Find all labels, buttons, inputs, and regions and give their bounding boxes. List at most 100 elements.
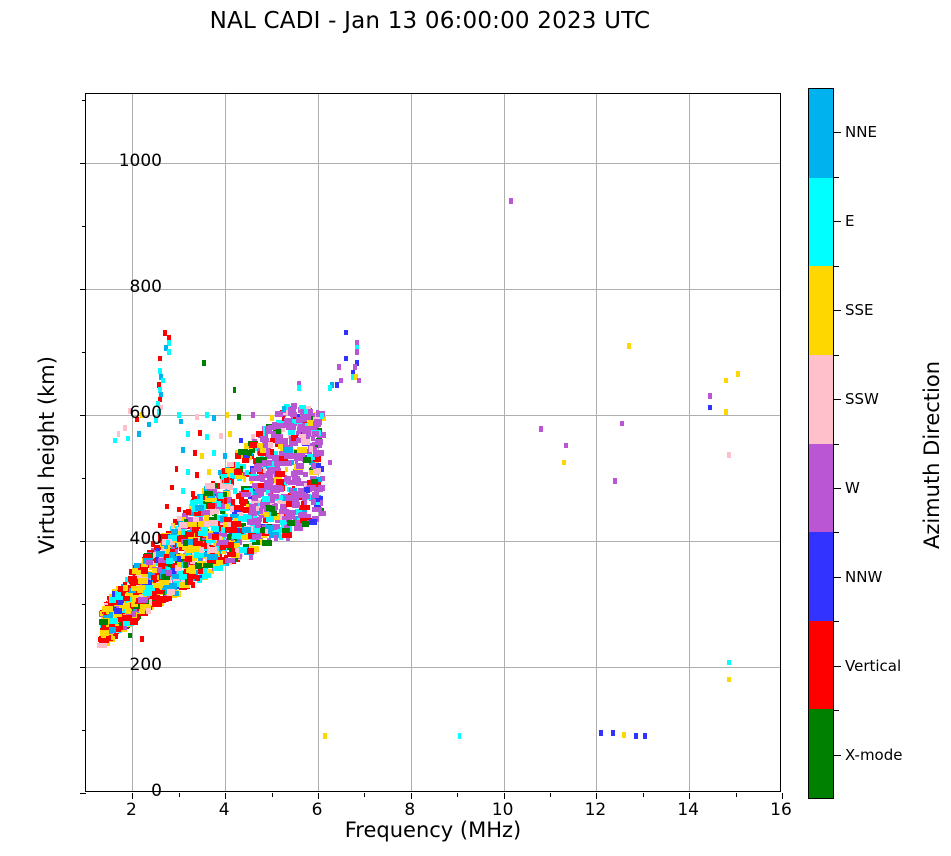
data-point xyxy=(213,514,217,520)
data-point xyxy=(206,549,210,556)
data-point xyxy=(212,557,218,563)
data-point xyxy=(212,533,220,540)
data-point xyxy=(285,535,290,541)
data-point xyxy=(103,622,112,629)
data-point xyxy=(156,551,166,558)
data-point xyxy=(355,349,360,355)
data-point xyxy=(213,491,218,497)
data-point xyxy=(311,506,322,513)
data-point xyxy=(154,544,165,551)
data-point xyxy=(195,472,200,478)
data-point xyxy=(219,516,228,522)
data-point xyxy=(281,527,291,534)
data-point xyxy=(155,400,160,407)
data-point xyxy=(162,330,167,337)
colorbar-label-ssw: SSW xyxy=(845,390,879,409)
data-point xyxy=(137,431,142,437)
colorbar-tick xyxy=(834,665,841,667)
data-point xyxy=(291,403,298,409)
colorbar-segment-nne[interactable] xyxy=(809,89,833,178)
data-point xyxy=(172,542,177,548)
data-point xyxy=(113,614,121,620)
data-point xyxy=(612,478,617,485)
data-point xyxy=(233,488,238,494)
data-point xyxy=(237,414,242,420)
data-point xyxy=(259,491,265,498)
data-point xyxy=(177,515,182,522)
colorbar-segment-x-mode[interactable] xyxy=(809,709,833,798)
data-point xyxy=(251,534,260,540)
data-point xyxy=(109,618,118,625)
data-point xyxy=(166,570,172,577)
data-point xyxy=(288,428,295,435)
data-point xyxy=(171,555,178,562)
data-point xyxy=(143,610,147,617)
gridline-vertical xyxy=(596,94,598,791)
data-point xyxy=(203,567,207,574)
data-point xyxy=(214,507,219,514)
data-point xyxy=(215,550,220,557)
data-point xyxy=(218,433,223,439)
data-point xyxy=(256,456,267,463)
colorbar-segment-w[interactable] xyxy=(809,443,833,533)
y-tick xyxy=(80,163,86,165)
data-point xyxy=(233,517,239,524)
data-point xyxy=(270,451,279,457)
data-point xyxy=(281,415,286,422)
data-point xyxy=(248,454,252,460)
data-point xyxy=(225,494,230,500)
data-point xyxy=(211,528,219,535)
data-point xyxy=(182,512,189,519)
data-point xyxy=(256,527,266,534)
data-point xyxy=(122,624,128,631)
data-point xyxy=(214,540,220,547)
colorbar-segment-ssw[interactable] xyxy=(809,354,833,444)
plot-area[interactable] xyxy=(80,93,783,799)
data-point xyxy=(303,456,311,463)
data-point xyxy=(137,597,148,604)
colorbar-segment-vertical[interactable] xyxy=(809,620,833,710)
colorbar-segment-nnw[interactable] xyxy=(809,532,833,621)
data-point xyxy=(279,534,284,540)
data-point xyxy=(343,329,348,336)
data-point xyxy=(291,490,299,497)
data-point xyxy=(304,408,309,415)
data-point xyxy=(277,514,284,521)
data-point xyxy=(564,442,569,449)
data-point xyxy=(299,409,304,415)
data-point xyxy=(203,573,208,579)
data-point xyxy=(289,440,299,446)
data-point xyxy=(304,486,311,493)
data-point xyxy=(157,534,169,541)
data-point xyxy=(190,546,196,552)
data-point xyxy=(137,587,143,593)
gridline-vertical xyxy=(225,94,227,791)
data-point xyxy=(194,498,204,505)
colorbar-segment-sse[interactable] xyxy=(809,266,833,355)
colorbar-label-w: W xyxy=(845,478,860,497)
data-point xyxy=(242,452,250,459)
data-point xyxy=(287,407,296,413)
data-point xyxy=(146,559,153,566)
data-point xyxy=(185,556,193,562)
data-point xyxy=(215,559,224,566)
colorbar[interactable] xyxy=(808,88,834,799)
data-point xyxy=(538,426,543,432)
data-point xyxy=(263,480,270,487)
data-point xyxy=(301,414,311,420)
colorbar-tick xyxy=(834,487,841,489)
data-point xyxy=(247,450,252,456)
data-point xyxy=(283,441,289,447)
data-point xyxy=(175,536,184,543)
data-point xyxy=(194,531,201,537)
data-point xyxy=(309,495,313,502)
data-point xyxy=(561,459,566,466)
data-point xyxy=(169,552,176,558)
colorbar-boundary-tick xyxy=(834,265,839,267)
data-point xyxy=(309,466,314,473)
gridline-vertical xyxy=(132,94,134,791)
data-point xyxy=(336,364,341,371)
colorbar-segment-e[interactable] xyxy=(809,177,833,267)
data-point xyxy=(173,573,181,580)
data-point xyxy=(212,483,219,489)
